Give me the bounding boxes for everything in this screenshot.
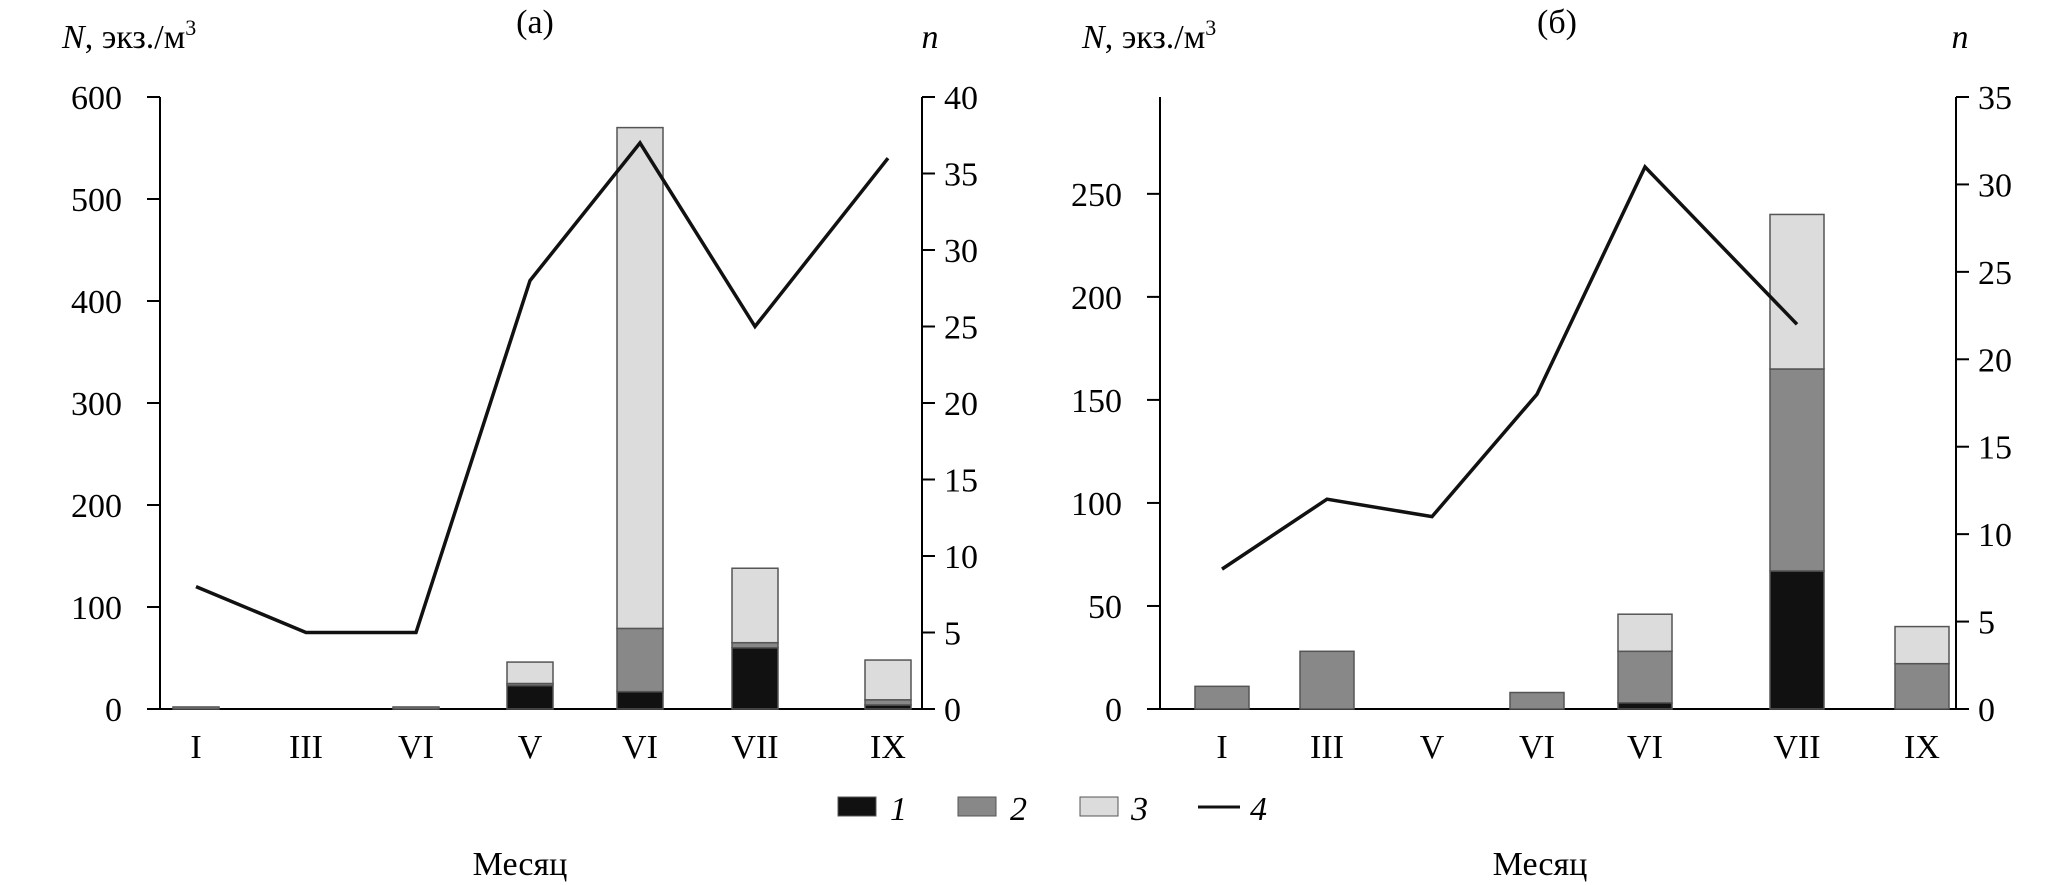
legend-label-2: 2 — [1010, 791, 1027, 828]
right-y-tick-label: 35 — [1978, 80, 2012, 117]
bar-series-3-7 — [864, 659, 912, 701]
bar-series-1-4 — [506, 684, 554, 710]
right-y-tick-label: 25 — [1978, 255, 2012, 292]
bar-series-3-5 — [616, 126, 664, 630]
bar-series-1-6 — [731, 647, 779, 710]
legend-label-1: 1 — [890, 791, 907, 828]
bar-series-2-1 — [172, 706, 220, 710]
left-y-tick-label: 50 — [1088, 589, 1122, 626]
x-tick-label: VII — [1773, 729, 1820, 766]
x-tick-label: III — [289, 729, 323, 766]
legend: 1 2 3 4 — [837, 791, 1267, 828]
x-tick-label: VI — [622, 729, 658, 766]
legend-swatch-1 — [837, 796, 877, 817]
panel-b-right-axis-title: n — [1952, 19, 1969, 56]
right-y-tick-label: 5 — [1978, 605, 1995, 642]
left-y-tick-label: 100 — [1071, 486, 1122, 523]
x-tick-label: VII — [731, 729, 778, 766]
x-tick-label: VI — [398, 729, 434, 766]
chart-panel-b: (б) N, экз./м3 n 0 50 100 150 200 250 0 5 10 15 20… — [1071, 4, 2012, 766]
right-y-tick-label: 0 — [944, 692, 961, 729]
x-tick-label: I — [1216, 729, 1227, 766]
right-y-tick-label: 20 — [1978, 342, 2012, 379]
panel-b-title: (б) — [1537, 4, 1577, 41]
bar-series-2-3 — [392, 706, 440, 710]
x-tick-label: IX — [870, 729, 906, 766]
left-y-tick-label: 300 — [71, 386, 122, 423]
right-y-tick-label: 10 — [1978, 517, 2012, 554]
legend-swatch-3 — [1079, 796, 1119, 817]
left-y-tick-label: 500 — [71, 182, 122, 219]
left-y-tick-label: 200 — [1071, 280, 1122, 317]
bar-series-2-7 — [864, 699, 912, 706]
bar-series-1-5 — [1617, 702, 1673, 710]
panel-b-x-axis-title: Месяц — [1493, 846, 1588, 883]
left-y-tick-label: 0 — [1105, 692, 1122, 729]
x-tick-label: VI — [1627, 729, 1663, 766]
x-tick-label: III — [1310, 729, 1344, 766]
bar-series-3-6 — [1769, 213, 1825, 370]
bar-series-3-4 — [506, 661, 554, 685]
bar-series-3-5 — [1617, 613, 1673, 653]
bar-series-2-6 — [731, 641, 779, 649]
bar-series-2-4 — [1509, 691, 1565, 710]
x-tick-label: I — [190, 729, 201, 766]
panel-a-right-axis-title: n — [922, 19, 939, 56]
right-y-tick-label: 25 — [944, 310, 978, 347]
legend-swatch-2 — [957, 796, 997, 817]
x-tick-label: V — [518, 729, 543, 766]
right-y-tick-label: 30 — [944, 233, 978, 270]
line-series-4 — [195, 139, 890, 635]
right-y-tick-label: 15 — [1978, 430, 2012, 467]
bar-series-2-6 — [1769, 368, 1825, 572]
left-y-tick-label: 100 — [71, 590, 122, 627]
panel-a-x-axis-title: Месяц — [473, 846, 568, 883]
line-series-4 — [1221, 163, 1799, 571]
left-y-tick-label: 0 — [105, 692, 122, 729]
x-tick-label: IX — [1904, 729, 1940, 766]
panel-a-left-axis-title: N, экз./м3 — [61, 15, 196, 56]
x-tick-label: V — [1420, 729, 1445, 766]
legend-label-4: 4 — [1250, 791, 1267, 828]
bar-series-3-6 — [731, 567, 779, 644]
bar-series-2-2 — [1299, 650, 1355, 710]
panel-a-title: (а) — [516, 4, 554, 41]
right-y-tick-label: 35 — [944, 157, 978, 194]
bar-series-3-7 — [1894, 625, 1950, 665]
right-y-tick-label: 0 — [1978, 692, 1995, 729]
right-y-tick-label: 40 — [944, 80, 978, 117]
bar-series-2-5 — [616, 627, 664, 693]
x-tick-label: VI — [1519, 729, 1555, 766]
left-y-tick-label: 150 — [1071, 383, 1122, 420]
right-y-tick-label: 30 — [1978, 167, 2012, 204]
right-y-tick-label: 10 — [944, 539, 978, 576]
right-y-tick-label: 5 — [944, 616, 961, 653]
chart-panel-a: (а) N, экз./м3 n 0 100 200 300 400 500 600 0 5 10… — [61, 4, 978, 766]
left-y-tick-label: 400 — [71, 284, 122, 321]
right-y-tick-label: 15 — [944, 463, 978, 500]
bar-series-1-5 — [616, 690, 664, 710]
right-y-tick-label: 20 — [944, 386, 978, 423]
left-y-tick-label: 600 — [71, 80, 122, 117]
bar-series-2-1 — [1194, 685, 1250, 710]
bar-series-2-5 — [1617, 650, 1673, 704]
left-y-tick-label: 200 — [71, 488, 122, 525]
panel-b-left-axis-title: N, экз./м3 — [1081, 15, 1216, 56]
legend-label-3: 3 — [1130, 791, 1148, 828]
left-y-tick-label: 250 — [1071, 177, 1122, 214]
bar-series-2-7 — [1894, 662, 1950, 710]
bar-series-1-6 — [1769, 570, 1825, 710]
